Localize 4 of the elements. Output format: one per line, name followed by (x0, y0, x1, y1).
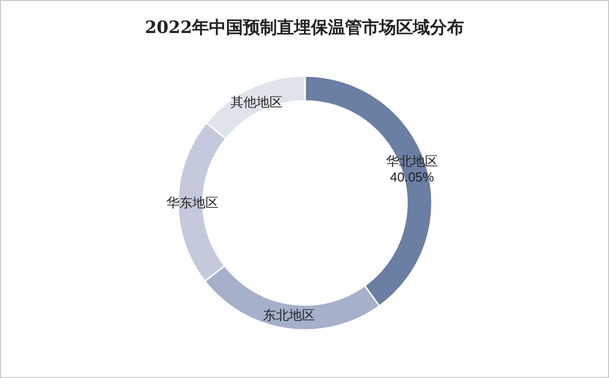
chart-title: 2022年中国预制直埋保温管市场区域分布 (144, 18, 464, 38)
slice-label: 其他地区 (230, 94, 283, 110)
slice-label: 东北地区 (263, 307, 316, 322)
slice-label: 华东地区 (166, 194, 219, 210)
